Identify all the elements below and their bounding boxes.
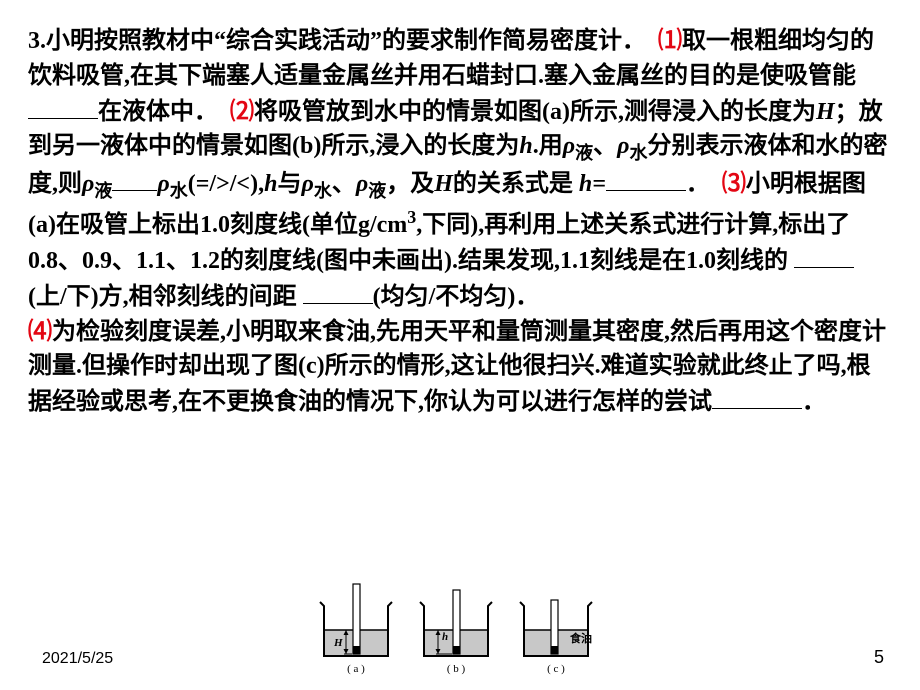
p2e: (=/>/<), <box>188 171 264 197</box>
beaker-b: h ( b ) <box>420 590 492 675</box>
blank-3 <box>606 166 686 191</box>
blank-6 <box>712 384 802 409</box>
svg-text:H: H <box>333 637 343 649</box>
h-equals: h= <box>579 171 606 197</box>
rho5: ρ <box>301 171 313 197</box>
blank-2 <box>112 166 157 191</box>
p2g: ，及 <box>386 171 434 197</box>
var-h2: h <box>264 171 277 197</box>
var-H2: H <box>434 171 453 197</box>
rho3: ρ <box>82 171 94 197</box>
p2j: ． <box>686 171 698 197</box>
problem-number: 3. <box>28 28 46 54</box>
problem-text: 3.小明按照教材中“综合实践活动”的要求制作简易密度计． ⑴取一根粗细均匀的饮料… <box>0 0 920 420</box>
intro-text: 小明按照教材中“综合实践活动”的要求制作简易密度计． <box>46 28 634 54</box>
svg-text:( c ): ( c ) <box>547 663 565 675</box>
p2a: 将吸管放到水中的情景如图(a)所示,测得浸入的长度为 <box>254 99 816 125</box>
p3d: (均匀/不均匀)． <box>373 284 540 310</box>
var-h: h <box>519 133 532 159</box>
p3c: (上/下)方,相邻刻线的间距 <box>28 284 297 310</box>
sub-w1: 水 <box>629 143 647 163</box>
p2h2: 的关系式是 <box>453 171 573 197</box>
blank-4 <box>794 243 854 268</box>
var-H: H <box>816 99 835 125</box>
svg-text:h: h <box>442 631 448 643</box>
p2f: 与 <box>277 171 301 197</box>
sub-liq3: 液 <box>368 181 386 201</box>
blank-5 <box>303 279 373 304</box>
rho2: ρ <box>617 133 629 159</box>
svg-text:( a ): ( a ) <box>347 663 365 675</box>
p1b: 在液体中． <box>98 99 206 125</box>
rho4: ρ <box>157 171 169 197</box>
sub-liq1: 液 <box>575 143 593 163</box>
sub-w3: 水 <box>314 181 332 201</box>
part1-label: ⑴ <box>658 27 682 54</box>
figure-diagram: H ( a ) h ( b ) 食油 ( c ) <box>310 580 610 678</box>
rho1: ρ <box>563 133 575 159</box>
sub-w2: 水 <box>170 181 188 201</box>
rho6: ρ <box>356 171 368 197</box>
svg-text:( b ): ( b ) <box>447 663 466 675</box>
sub-liq2: 液 <box>94 181 112 201</box>
part3-label: ⑶ <box>722 170 746 197</box>
p4b: ． <box>802 389 826 415</box>
part2-label: ⑵ <box>230 98 254 125</box>
p2c: .用 <box>533 133 563 159</box>
blank-1 <box>28 94 98 119</box>
svg-text:食油: 食油 <box>570 631 592 645</box>
beaker-a: H ( a ) <box>320 584 392 675</box>
part4-label: ⑷ <box>28 318 52 345</box>
footer-page: 5 <box>874 647 884 668</box>
footer-date: 2021/5/25 <box>42 650 113 668</box>
beaker-c: 食油 ( c ) <box>520 600 592 675</box>
sup3: 3 <box>407 207 416 227</box>
